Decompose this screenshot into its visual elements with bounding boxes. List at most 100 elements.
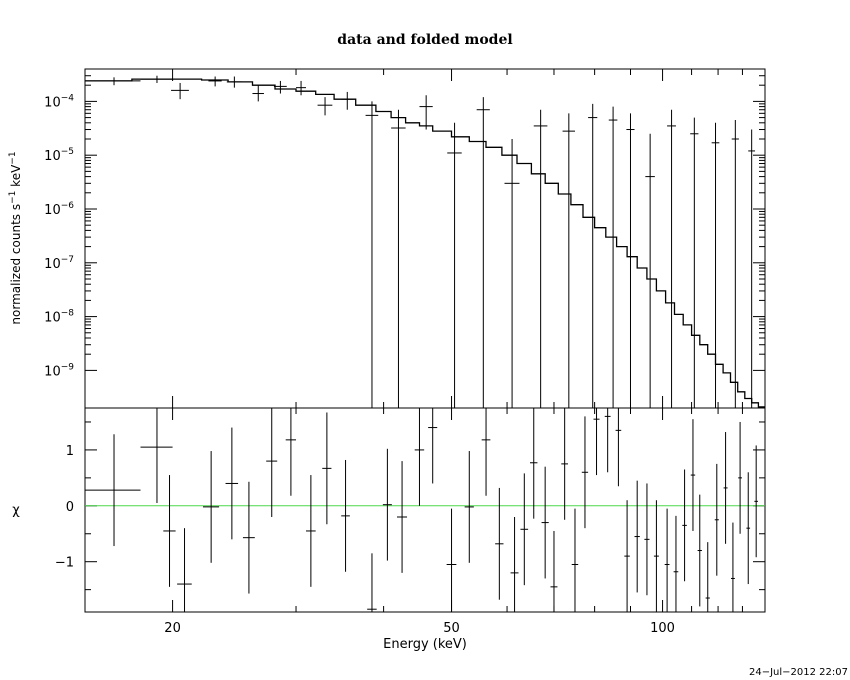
residual-point — [495, 487, 504, 600]
residual-point — [690, 419, 696, 531]
y-tick-exponent: −7 — [61, 255, 74, 265]
bottom-panel: 1 0 −1 20 50 100 — [55, 407, 766, 636]
ylabel-sup-2: −1 — [8, 151, 18, 164]
residual-point — [397, 461, 408, 573]
residual-point — [481, 408, 491, 496]
residual-point — [723, 432, 728, 544]
residual-point — [464, 451, 474, 563]
residual-point — [341, 459, 350, 572]
residual-point — [367, 553, 377, 612]
ylabel-mid: keV — [9, 164, 23, 191]
data-point — [447, 122, 462, 408]
data-point — [562, 113, 575, 408]
ylabel-base: normalized counts s — [9, 204, 23, 325]
chi-tick-label: −1 — [55, 556, 74, 571]
data-point — [667, 109, 676, 408]
residual-point — [664, 508, 670, 612]
residual-point — [644, 483, 650, 596]
residual-point — [225, 427, 239, 540]
residual-point — [414, 408, 425, 506]
data-point — [608, 106, 618, 408]
x-tick-label: 100 — [650, 621, 675, 636]
top-panel-frame — [84, 68, 766, 409]
data-point — [208, 76, 222, 87]
bottom-x-axis: 20 50 100 — [164, 408, 743, 636]
residual-point — [738, 421, 742, 534]
residual-point — [285, 408, 297, 496]
model-step-line — [85, 78, 765, 408]
residual-point — [673, 515, 679, 612]
data-point — [731, 120, 739, 408]
residual-point — [140, 408, 173, 504]
y-tick-base: 10 — [44, 257, 61, 272]
data-point — [85, 77, 141, 86]
top-y-axis: 10−410−510−610−710−810−9 — [44, 68, 765, 379]
data-point — [391, 109, 406, 408]
y-tick-label: 10−7 — [44, 255, 74, 272]
residual-point — [697, 494, 702, 607]
y-tick-exponent: −6 — [61, 201, 75, 211]
residual-point — [653, 500, 659, 612]
data-point — [533, 109, 548, 408]
y-tick-label: 10−5 — [44, 147, 74, 164]
residual-point — [446, 508, 457, 612]
data-point — [504, 138, 520, 408]
data-point — [226, 76, 242, 88]
residual-point — [242, 481, 255, 594]
chart-title: data and folded model — [337, 32, 512, 48]
y-tick-base: 10 — [44, 149, 61, 164]
y-tick-label: 10−4 — [44, 93, 74, 110]
y-tick-label: 10−9 — [44, 362, 74, 379]
bottom-y-axis-label: χ — [12, 503, 20, 518]
residual-point — [550, 530, 558, 612]
y-tick-base: 10 — [44, 95, 61, 110]
bottom-y-axis: 1 0 −1 — [55, 421, 765, 591]
data-points — [85, 75, 756, 408]
residual-point — [306, 475, 316, 587]
data-point — [171, 82, 189, 100]
residual-point — [604, 408, 611, 473]
data-point — [748, 129, 756, 408]
data-point — [690, 117, 699, 408]
residual-point — [682, 469, 687, 582]
data-point — [317, 97, 333, 116]
y-tick-exponent: −9 — [61, 362, 75, 372]
data-point — [711, 122, 720, 408]
data-point — [341, 91, 354, 110]
residual-point — [382, 448, 392, 561]
data-point — [476, 97, 490, 408]
chi-tick-label: 1 — [66, 444, 74, 459]
residual-point — [202, 451, 220, 563]
residual-point — [177, 528, 192, 612]
residual-point — [634, 480, 640, 593]
residual-point — [714, 463, 719, 576]
y-tick-base: 10 — [44, 203, 61, 218]
top-panel: 10−410−510−610−710−810−9 — [44, 68, 766, 409]
y-tick-exponent: −8 — [61, 309, 75, 319]
residual-points — [85, 408, 758, 612]
y-tick-base: 10 — [44, 364, 61, 379]
bottom-panel-frame — [84, 407, 766, 613]
residual-point — [520, 473, 529, 586]
x-axis-label: Energy (keV) — [383, 637, 467, 652]
residual-point — [615, 408, 622, 487]
model-curve — [85, 78, 765, 408]
residual-point — [85, 434, 141, 547]
residual-point — [624, 500, 630, 612]
data-point — [626, 113, 635, 408]
data-point — [252, 85, 264, 102]
residual-point — [754, 445, 758, 558]
data-point — [419, 95, 433, 130]
residual-point — [322, 412, 332, 525]
residual-point — [730, 522, 735, 612]
residual-point — [163, 475, 176, 587]
data-point — [588, 103, 598, 408]
data-point — [365, 101, 379, 408]
data-point — [140, 75, 173, 83]
chi-tick-label: 0 — [66, 500, 74, 515]
residual-point — [593, 408, 600, 476]
y-tick-exponent: −5 — [61, 147, 74, 157]
residual-point — [571, 508, 579, 612]
y-tick-base: 10 — [44, 311, 61, 326]
